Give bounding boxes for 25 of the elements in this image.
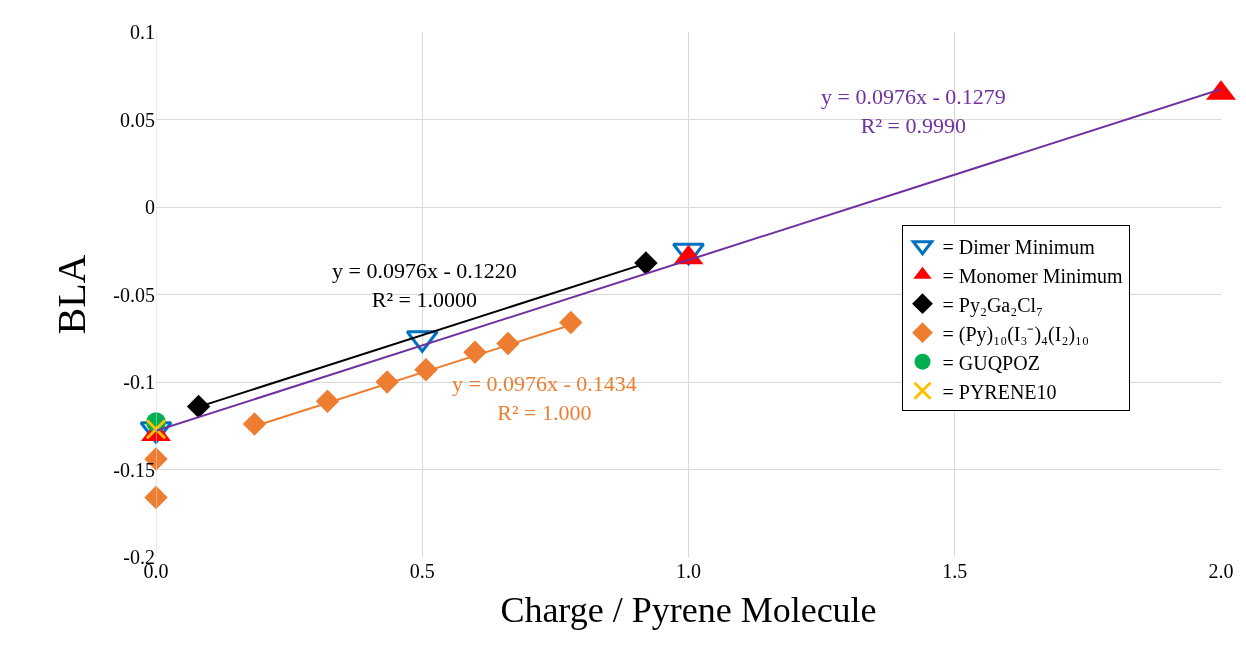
legend-label: = Py₂Ga₂Cl₇ [942, 293, 1044, 317]
legend-label: = Dimer Minimum [942, 235, 1096, 258]
y-tick-label: -0.1 [123, 371, 155, 393]
y-tick-label: -0.05 [113, 283, 155, 306]
x-tick-label: 2.0 [1208, 560, 1234, 582]
y-tick-label: 0.05 [120, 108, 155, 131]
x-axis-title: Charge / Pyrene Molecule [500, 589, 877, 630]
x-tick-label: 1.5 [942, 560, 968, 582]
point [144, 485, 168, 510]
annotation: y = 0.0976x - 0.1220 R² = 1.0000 [332, 258, 517, 312]
y-tick-label: -0.15 [113, 458, 155, 481]
x-tick-label: 0.5 [409, 560, 435, 582]
legend-label: = PYRENE10 [942, 380, 1057, 403]
y-tick-label: 0 [145, 196, 155, 218]
legend-label: = Monomer Minimum [942, 264, 1124, 287]
annotation: y = 0.0976x - 0.1434 R² = 1.000 [452, 371, 637, 425]
y-tick-label: 0.1 [130, 21, 155, 43]
point [496, 331, 520, 356]
legend-label: = GUQPOZ [942, 351, 1040, 374]
point [559, 310, 583, 335]
legend-label: = (Py)₁₀(I₃⁻)₄(I₂)₁₀ [942, 322, 1090, 346]
x-tick-label: 1.0 [676, 560, 701, 582]
point [242, 412, 267, 436]
annotation: y = 0.0976x - 0.1279 R² = 0.9990 [821, 84, 1006, 138]
y-axis-title: BLA [48, 254, 94, 335]
